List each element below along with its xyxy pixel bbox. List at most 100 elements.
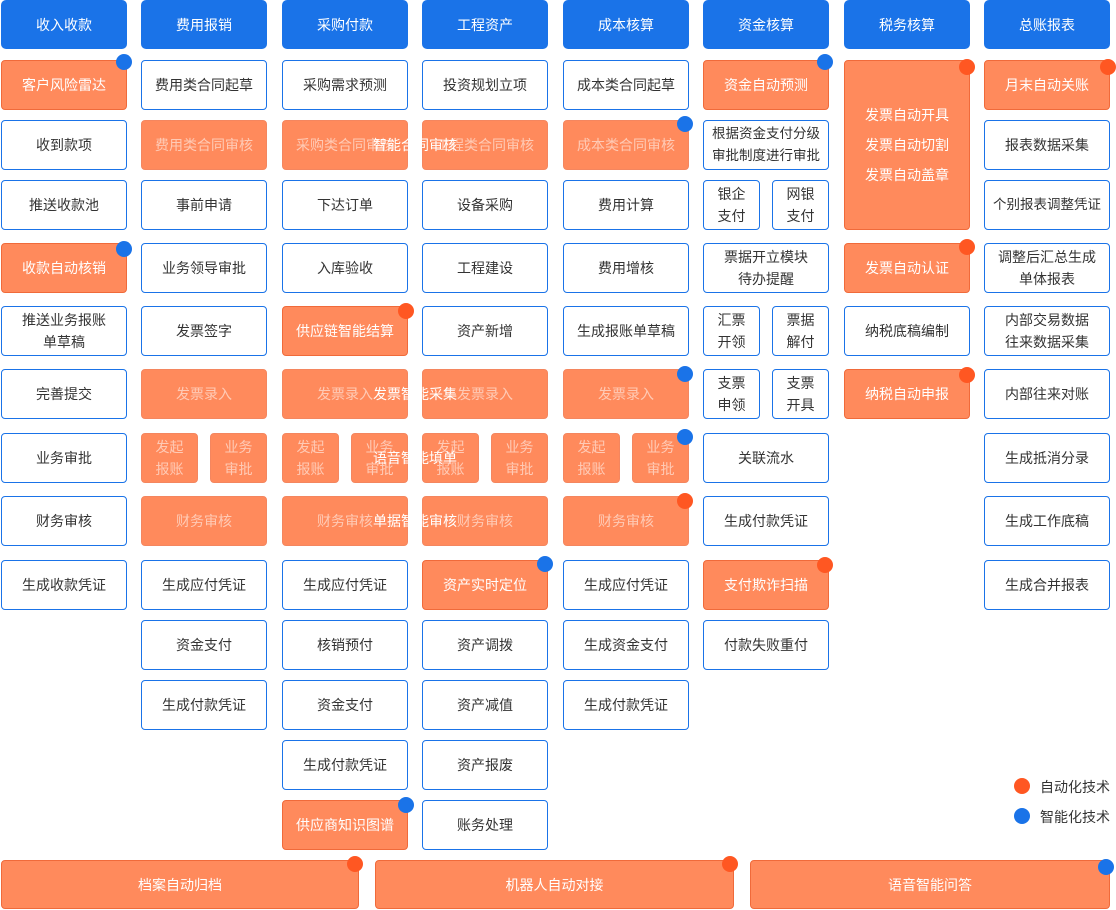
auto-tech-dot bbox=[722, 856, 738, 872]
header-tax: 税务核算 bbox=[844, 0, 970, 49]
ghost-cell: 发票录入 bbox=[563, 369, 689, 419]
node-payment-voucher: 生成付款凭证 bbox=[703, 496, 829, 546]
header-fund: 资金核算 bbox=[703, 0, 829, 49]
bar-archive-auto: 档案自动归档 bbox=[1, 860, 359, 909]
node-internal-data: 内部交易数据往来数据采集 bbox=[984, 306, 1110, 356]
node-finance-review: 财务审核 bbox=[1, 496, 127, 546]
auto-tech-dot bbox=[959, 367, 975, 383]
ghost-cell: 发起报账 bbox=[141, 433, 198, 483]
node-fund-forecast: 资金自动预测 bbox=[703, 60, 829, 110]
node-draft-bill: 生成报账单草稿 bbox=[563, 306, 689, 356]
header-expense: 费用报销 bbox=[141, 0, 267, 49]
node-draft-issue: 汇票开领 bbox=[703, 306, 760, 356]
node-prepay-writeoff: 核销预付 bbox=[282, 620, 408, 670]
intel-tech-dot bbox=[1098, 859, 1114, 875]
auto-tech-dot bbox=[677, 493, 693, 509]
auto-tech-dot bbox=[347, 856, 363, 872]
ghost-cell: 业务审批 bbox=[210, 433, 267, 483]
node-cost-contract-draft: 成本类合同起草 bbox=[563, 60, 689, 110]
node-customer-risk-radar: 客户风险雷达 bbox=[1, 60, 127, 110]
node-push-draft: 推送业务报账单草稿 bbox=[1, 306, 127, 356]
node-bank-enterprise-pay: 银企支付 bbox=[703, 180, 760, 230]
node-tax-draft: 纳税底稿编制 bbox=[844, 306, 970, 356]
legend-intel-dot bbox=[1014, 808, 1030, 824]
node-pre-application: 事前申请 bbox=[141, 180, 267, 230]
ghost-cell: 业务审批 bbox=[351, 433, 408, 483]
intel-tech-dot bbox=[537, 556, 553, 572]
node-consolidated-report: 生成合并报表 bbox=[984, 560, 1110, 610]
auto-tech-dot bbox=[959, 59, 975, 75]
intel-tech-dot bbox=[677, 366, 693, 382]
ghost-cell: 发起报账 bbox=[563, 433, 620, 483]
node-tax-declare: 纳税自动申报 bbox=[844, 369, 970, 419]
node-supplier-graph: 供应商知识图谱 bbox=[282, 800, 408, 850]
node-asset-add: 资产新增 bbox=[422, 306, 548, 356]
node-invoice-auth: 发票自动认证 bbox=[844, 243, 970, 293]
invoice-auto-issue-label: 发票自动开具 bbox=[865, 107, 949, 123]
ghost-cell: 发起报账 bbox=[422, 433, 479, 483]
auto-tech-dot bbox=[817, 557, 833, 573]
intel-tech-dot bbox=[677, 429, 693, 445]
node-report-adjust: 个别报表调整凭证 bbox=[984, 180, 1110, 230]
node-expense-contract-draft: 费用类合同起草 bbox=[141, 60, 267, 110]
legend-auto-dot bbox=[1014, 778, 1030, 794]
node-fraud-scan: 支付欺诈扫描 bbox=[703, 560, 829, 610]
intel-tech-dot bbox=[116, 241, 132, 257]
node-asset-scrap: 资产报废 bbox=[422, 740, 548, 790]
ghost-cell: 工程类合同审核 bbox=[422, 120, 548, 170]
node-payment-voucher: 生成付款凭证 bbox=[282, 740, 408, 790]
intel-tech-dot bbox=[116, 54, 132, 70]
node-check-apply: 支票申领 bbox=[703, 369, 760, 419]
ghost-cell: 发票录入 bbox=[282, 369, 408, 419]
node-receipt-voucher: 生成收款凭证 bbox=[1, 560, 127, 610]
header-purchase: 采购付款 bbox=[282, 0, 408, 49]
node-payable-voucher: 生成应付凭证 bbox=[141, 560, 267, 610]
invoice-auto-split-label: 发票自动切割 bbox=[865, 137, 949, 153]
node-accounting: 账务处理 bbox=[422, 800, 548, 850]
node-related-flow: 关联流水 bbox=[703, 433, 829, 483]
ghost-cell: 业务审批 bbox=[491, 433, 548, 483]
ghost-cell: 财务审核 bbox=[282, 496, 408, 546]
node-check-issue: 支票开具 bbox=[772, 369, 829, 419]
node-auto-writeoff: 收款自动核销 bbox=[1, 243, 127, 293]
node-place-order: 下达订单 bbox=[282, 180, 408, 230]
intel-tech-dot bbox=[398, 797, 414, 813]
legend-intel-label: 智能化技术 bbox=[1040, 809, 1110, 825]
node-bill-reminder: 票据开立模块待办提醒 bbox=[703, 243, 829, 293]
node-push-receipt-pool: 推送收款池 bbox=[1, 180, 127, 230]
node-fund-payment: 生成资金支付 bbox=[563, 620, 689, 670]
node-payment-voucher: 生成付款凭证 bbox=[563, 680, 689, 730]
node-fund-payment: 资金支付 bbox=[141, 620, 267, 670]
node-receive-payment: 收到款项 bbox=[1, 120, 127, 170]
ghost-cell: 财务审核 bbox=[422, 496, 548, 546]
node-complete-submit: 完善提交 bbox=[1, 369, 127, 419]
ghost-cell: 发起报账 bbox=[282, 433, 339, 483]
node-fund-payment: 资金支付 bbox=[282, 680, 408, 730]
ghost-cell: 财务审核 bbox=[141, 496, 267, 546]
node-business-approval: 业务审批 bbox=[1, 433, 127, 483]
node-payable-voucher: 生成应付凭证 bbox=[282, 560, 408, 610]
node-single-report: 调整后汇总生成单体报表 bbox=[984, 243, 1110, 293]
node-tiered-approval: 根据资金支付分级审批制度进行审批 bbox=[703, 120, 829, 170]
ghost-cell: 成本类合同审核 bbox=[563, 120, 689, 170]
invoice-auto-stamp-label: 发票自动盖章 bbox=[865, 167, 949, 183]
node-fee-calc: 费用计算 bbox=[563, 180, 689, 230]
node-invoice-automation: 发票自动开具 发票自动切割 发票自动盖章 bbox=[844, 60, 970, 230]
node-warehouse-check: 入库验收 bbox=[282, 243, 408, 293]
bar-voice-qa: 语音智能问答 bbox=[750, 860, 1110, 909]
node-payable-voucher: 生成应付凭证 bbox=[563, 560, 689, 610]
node-internal-reconcile: 内部往来对账 bbox=[984, 369, 1110, 419]
node-demand-forecast: 采购需求预测 bbox=[282, 60, 408, 110]
node-asset-transfer: 资产调拨 bbox=[422, 620, 548, 670]
node-repay-failed: 付款失败重付 bbox=[703, 620, 829, 670]
node-offset-entry: 生成抵消分录 bbox=[984, 433, 1110, 483]
node-construction: 工程建设 bbox=[422, 243, 548, 293]
node-month-close: 月末自动关账 bbox=[984, 60, 1110, 110]
ghost-cell: 财务审核 bbox=[563, 496, 689, 546]
auto-tech-dot bbox=[1100, 59, 1116, 75]
node-asset-impairment: 资产减值 bbox=[422, 680, 548, 730]
node-bill-settle: 票据解付 bbox=[772, 306, 829, 356]
node-payment-voucher: 生成付款凭证 bbox=[141, 680, 267, 730]
header-cost: 成本核算 bbox=[563, 0, 689, 49]
